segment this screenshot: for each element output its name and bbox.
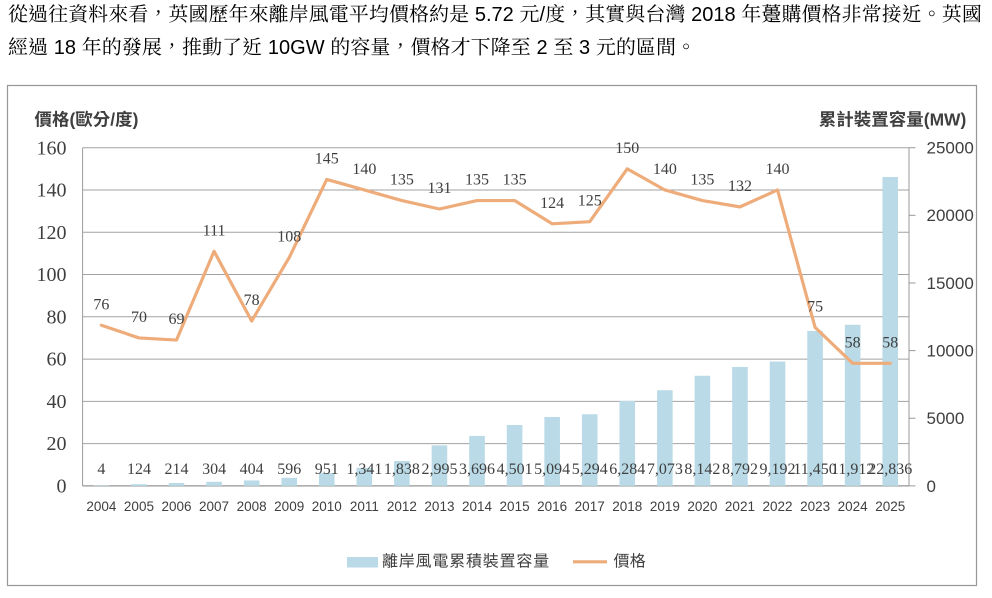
svg-text:8,142: 8,142 xyxy=(684,461,720,478)
svg-text:7,073: 7,073 xyxy=(647,461,683,478)
svg-text:11,912: 11,912 xyxy=(831,461,874,478)
svg-text:2005: 2005 xyxy=(124,499,154,514)
svg-text:160: 160 xyxy=(37,137,67,159)
svg-text:214: 214 xyxy=(165,461,189,478)
svg-text:100: 100 xyxy=(37,264,67,286)
svg-text:1,341: 1,341 xyxy=(346,461,382,478)
svg-text:8,792: 8,792 xyxy=(722,461,758,478)
svg-text:2,995: 2,995 xyxy=(421,461,457,478)
svg-text:596: 596 xyxy=(277,461,301,478)
svg-text:5.72: 5.72 xyxy=(475,4,514,26)
svg-text:60: 60 xyxy=(47,349,67,371)
svg-text:2022: 2022 xyxy=(763,499,793,514)
svg-text:(MW): (MW) xyxy=(924,110,966,130)
svg-text:135: 135 xyxy=(465,172,489,189)
svg-text:120: 120 xyxy=(37,222,67,244)
svg-text:6,284: 6,284 xyxy=(609,461,645,478)
svg-text:78: 78 xyxy=(244,292,260,309)
svg-text:132: 132 xyxy=(728,178,752,195)
svg-text:25000: 25000 xyxy=(927,139,974,158)
svg-text:70: 70 xyxy=(131,309,147,326)
svg-text:2013: 2013 xyxy=(424,499,454,514)
svg-text:111: 111 xyxy=(203,222,226,239)
svg-text:10GW: 10GW xyxy=(268,37,325,59)
svg-text:2015: 2015 xyxy=(500,499,530,514)
svg-text:0: 0 xyxy=(927,477,936,496)
svg-text:5,094: 5,094 xyxy=(534,461,570,478)
svg-text:18: 18 xyxy=(54,37,76,59)
svg-text:2024: 2024 xyxy=(838,499,869,514)
svg-text:124: 124 xyxy=(127,461,151,478)
svg-text:951: 951 xyxy=(315,461,339,478)
svg-text:69: 69 xyxy=(169,311,185,328)
svg-text:125: 125 xyxy=(578,193,602,210)
svg-text:135: 135 xyxy=(390,172,414,189)
svg-text:2007: 2007 xyxy=(199,499,229,514)
svg-text:20000: 20000 xyxy=(927,206,974,225)
svg-text:): ) xyxy=(133,110,139,130)
svg-text:2019: 2019 xyxy=(650,499,680,514)
svg-text:(: ( xyxy=(70,110,76,130)
svg-text:2016: 2016 xyxy=(537,499,567,514)
svg-text:75: 75 xyxy=(807,298,823,315)
svg-text:15000: 15000 xyxy=(927,274,974,293)
svg-text:4,501: 4,501 xyxy=(497,461,533,478)
svg-text:0: 0 xyxy=(57,476,67,498)
svg-text:2018: 2018 xyxy=(612,499,642,514)
svg-text:2008: 2008 xyxy=(237,499,267,514)
svg-text:3,696: 3,696 xyxy=(459,461,495,478)
svg-text:124: 124 xyxy=(540,195,564,212)
svg-text:2009: 2009 xyxy=(274,499,304,514)
svg-text:20: 20 xyxy=(47,433,67,455)
svg-text:2018: 2018 xyxy=(691,4,736,26)
svg-text:10000: 10000 xyxy=(927,342,974,361)
svg-text:2004: 2004 xyxy=(86,499,117,514)
svg-text:140: 140 xyxy=(653,161,677,178)
svg-text:58: 58 xyxy=(882,334,898,351)
svg-text:/: / xyxy=(540,4,546,26)
svg-text:140: 140 xyxy=(766,161,790,178)
svg-text:11,450: 11,450 xyxy=(793,461,836,478)
svg-text:5000: 5000 xyxy=(927,409,965,428)
svg-text:150: 150 xyxy=(615,140,639,157)
svg-text:58: 58 xyxy=(845,334,861,351)
svg-text:9,192: 9,192 xyxy=(760,461,796,478)
svg-text:80: 80 xyxy=(47,306,67,328)
svg-text:2025: 2025 xyxy=(875,499,905,514)
svg-text:22,836: 22,836 xyxy=(868,461,912,478)
svg-text:140: 140 xyxy=(37,180,67,202)
svg-text:2010: 2010 xyxy=(312,499,342,514)
svg-text:135: 135 xyxy=(690,172,714,189)
svg-text:2021: 2021 xyxy=(725,499,755,514)
svg-text:2006: 2006 xyxy=(161,499,191,514)
svg-text:/: / xyxy=(110,110,115,130)
svg-text:2017: 2017 xyxy=(575,499,605,514)
svg-text:145: 145 xyxy=(315,150,339,167)
svg-text:131: 131 xyxy=(427,180,451,197)
svg-text:108: 108 xyxy=(277,229,301,246)
svg-text:304: 304 xyxy=(202,461,226,478)
svg-text:2011: 2011 xyxy=(350,499,379,514)
svg-text:135: 135 xyxy=(503,172,527,189)
svg-text:140: 140 xyxy=(352,161,376,178)
svg-text:1,838: 1,838 xyxy=(384,461,420,478)
svg-text:5,294: 5,294 xyxy=(572,461,608,478)
svg-text:3: 3 xyxy=(579,37,590,59)
svg-text:76: 76 xyxy=(93,296,109,313)
svg-text:2020: 2020 xyxy=(687,499,717,514)
svg-text:4: 4 xyxy=(97,461,105,478)
svg-text:404: 404 xyxy=(240,461,264,478)
svg-text:2014: 2014 xyxy=(462,499,493,514)
svg-text:40: 40 xyxy=(47,391,67,413)
svg-text:2012: 2012 xyxy=(387,499,417,514)
svg-text:2023: 2023 xyxy=(800,499,830,514)
svg-text:2: 2 xyxy=(536,37,547,59)
